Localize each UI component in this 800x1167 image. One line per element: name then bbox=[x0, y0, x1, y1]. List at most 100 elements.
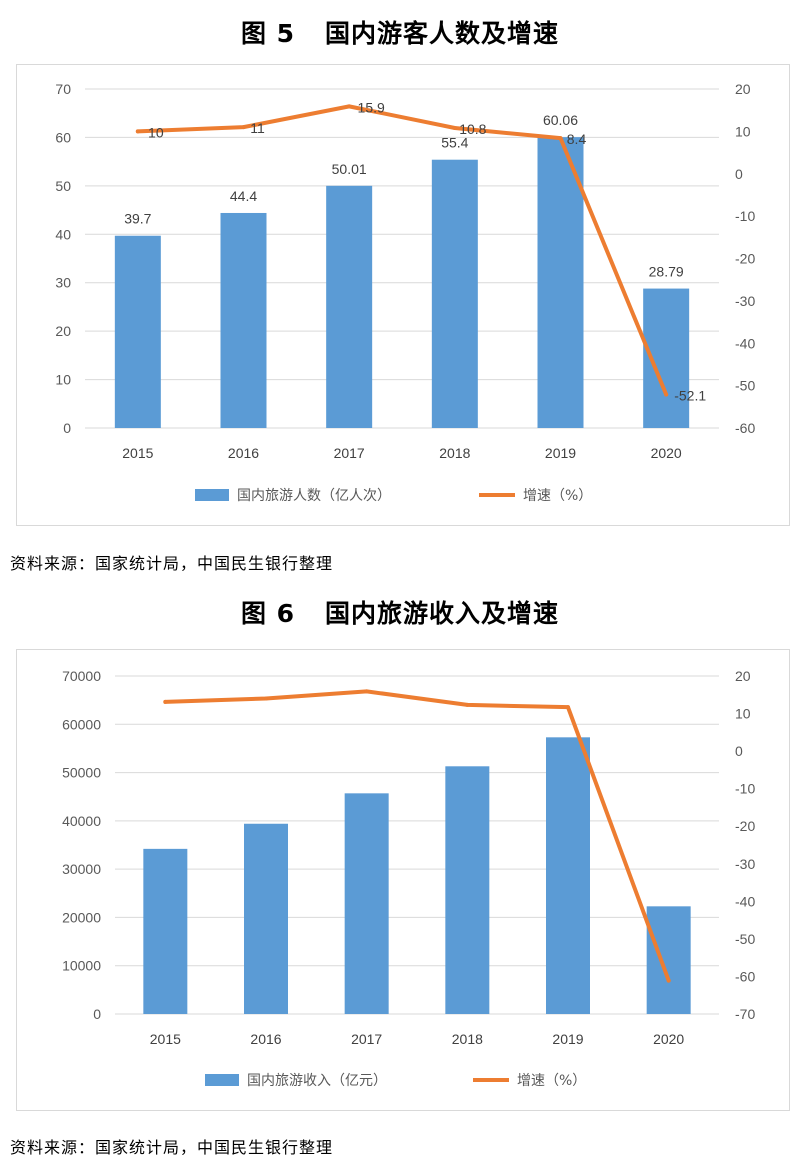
line-data-label: 8.4 bbox=[567, 131, 587, 147]
figure-5-title: 图 5 国内游客人数及增速 bbox=[0, 14, 800, 50]
growth-point bbox=[264, 696, 268, 701]
line-data-label: 10.8 bbox=[459, 121, 486, 137]
y-right-tick-label: 10 bbox=[735, 706, 751, 722]
y-right-tick-label: 10 bbox=[735, 123, 751, 139]
bar bbox=[445, 766, 490, 1014]
y-left-tick-label: 40 bbox=[55, 226, 71, 242]
bar-data-label: 60.06 bbox=[543, 112, 578, 128]
x-tick-label: 2019 bbox=[545, 445, 576, 461]
growth-point bbox=[241, 125, 246, 130]
growth-point bbox=[465, 702, 470, 707]
growth-point bbox=[364, 689, 369, 694]
y-right-tick-label: -70 bbox=[735, 1006, 755, 1022]
y-right-tick-label: 0 bbox=[735, 166, 743, 182]
growth-point bbox=[566, 705, 570, 710]
growth-point bbox=[664, 392, 669, 397]
growth-point bbox=[558, 136, 563, 141]
y-right-tick-label: -60 bbox=[735, 420, 755, 436]
chart-2-svg: 0 10000 20000 30000 40000 50000 60000 70000 -70 -… bbox=[62, 668, 755, 1089]
growth-point bbox=[452, 125, 457, 130]
y-left-tick-label: 50000 bbox=[62, 765, 101, 781]
chart-2-frame: 0 10000 20000 30000 40000 50000 60000 70000 -70 -… bbox=[16, 649, 790, 1111]
y-left-tick-label: 20000 bbox=[62, 909, 101, 925]
y-left-tick-label: 60 bbox=[55, 129, 71, 145]
y-left-tick-label: 10 bbox=[55, 372, 71, 388]
y-left-tick-label: 20 bbox=[55, 323, 71, 339]
figure-6-number: 图 6 bbox=[240, 599, 296, 628]
bar-data-label: 28.79 bbox=[649, 264, 684, 280]
y-right-tick-label: 0 bbox=[735, 743, 743, 759]
y-right-tick-label: 20 bbox=[735, 668, 751, 684]
bar bbox=[431, 159, 478, 428]
y-left-tick-label: 40000 bbox=[62, 813, 101, 829]
legend-bar-swatch bbox=[205, 1074, 239, 1086]
bar bbox=[143, 848, 188, 1014]
y-right-tick-label: -30 bbox=[735, 293, 755, 309]
bar bbox=[646, 906, 691, 1014]
bar bbox=[344, 793, 389, 1014]
y-left-tick-label: 0 bbox=[63, 420, 71, 436]
y-left-tick-label: 10000 bbox=[62, 958, 101, 974]
legend-line-label: 增速（%） bbox=[517, 1073, 586, 1089]
x-tick-label: 2015 bbox=[122, 445, 153, 461]
figure-5-title-text: 国内游客人数及增速 bbox=[325, 19, 560, 48]
y-right-tick-label: -20 bbox=[735, 251, 755, 267]
x-tick-label: 2020 bbox=[651, 445, 682, 461]
y-left-tick-label: 30 bbox=[55, 275, 71, 291]
legend-line-label: 增速（%） bbox=[523, 488, 592, 504]
y-left-tick-label: 60000 bbox=[62, 716, 101, 732]
x-tick-label: 2018 bbox=[452, 1031, 483, 1047]
bar-data-label: 44.4 bbox=[230, 188, 257, 204]
x-tick-label: 2017 bbox=[334, 445, 365, 461]
x-tick-label: 2015 bbox=[150, 1031, 181, 1047]
growth-line bbox=[135, 104, 669, 397]
y-left-tick-label: 70000 bbox=[62, 668, 101, 684]
figure-6-title-text: 国内旅游收入及增速 bbox=[325, 599, 560, 628]
bar bbox=[220, 212, 267, 428]
y-right-tick-label: -40 bbox=[735, 335, 755, 351]
chart-1-svg: 010203040506070-60-50-40-30-20-100102020… bbox=[55, 81, 755, 504]
y-right-tick-label: -60 bbox=[735, 968, 755, 984]
y-left-tick-label: 30000 bbox=[62, 861, 101, 877]
legend-bar-label: 国内旅游人数（亿人次） bbox=[237, 488, 391, 504]
bar bbox=[114, 235, 161, 428]
growth-point bbox=[163, 699, 168, 704]
line-data-label: 15.9 bbox=[358, 99, 385, 115]
line-data-label: 11 bbox=[250, 120, 265, 136]
y-right-tick-label: -40 bbox=[735, 893, 755, 909]
bar bbox=[244, 823, 288, 1014]
growth-point bbox=[666, 978, 671, 983]
x-tick-label: 2016 bbox=[250, 1031, 281, 1047]
y-left-tick-label: 50 bbox=[55, 178, 71, 194]
bar-data-label: 55.4 bbox=[441, 135, 468, 151]
y-right-tick-label: -30 bbox=[735, 856, 755, 872]
bar bbox=[537, 137, 584, 428]
y-right-tick-label: -50 bbox=[735, 378, 755, 394]
figure-6-title: 图 6 国内旅游收入及增速 bbox=[0, 594, 800, 630]
growth-point bbox=[347, 104, 352, 109]
y-right-tick-label: 20 bbox=[735, 81, 751, 97]
y-right-tick-label: -10 bbox=[735, 208, 755, 224]
y-right-tick-label: -20 bbox=[735, 818, 755, 834]
line-data-label: 10 bbox=[148, 124, 164, 140]
x-tick-label: 2017 bbox=[351, 1031, 382, 1047]
growth-point bbox=[135, 129, 140, 134]
x-tick-label: 2019 bbox=[552, 1031, 583, 1047]
figure-5-number: 图 5 bbox=[240, 19, 296, 48]
legend-bar-swatch bbox=[195, 489, 229, 501]
y-left-tick-label: 70 bbox=[55, 81, 71, 97]
legend-bar-label: 国内旅游收入（亿元） bbox=[247, 1073, 387, 1089]
figure-5-source: 资料来源：国家统计局，中国民生银行整理 bbox=[10, 554, 334, 573]
figure-6-source: 资料来源：国家统计局，中国民生银行整理 bbox=[10, 1138, 334, 1157]
x-tick-label: 2018 bbox=[439, 445, 470, 461]
x-tick-label: 2020 bbox=[653, 1031, 684, 1047]
growth-line bbox=[163, 689, 671, 983]
x-tick-label: 2016 bbox=[228, 445, 259, 461]
y-left-tick-label: 0 bbox=[93, 1006, 101, 1022]
chart-1-frame: 0 10 20 30 40 50 60 70 -60 -50 -40 -30 -20 -10 0 10 20 20… bbox=[16, 64, 790, 526]
bar-data-label: 39.7 bbox=[124, 211, 151, 227]
bar-data-label: 50.01 bbox=[332, 161, 367, 177]
y-right-tick-label: -50 bbox=[735, 931, 755, 947]
y-right-tick-label: -10 bbox=[735, 781, 755, 797]
bar bbox=[546, 737, 590, 1014]
